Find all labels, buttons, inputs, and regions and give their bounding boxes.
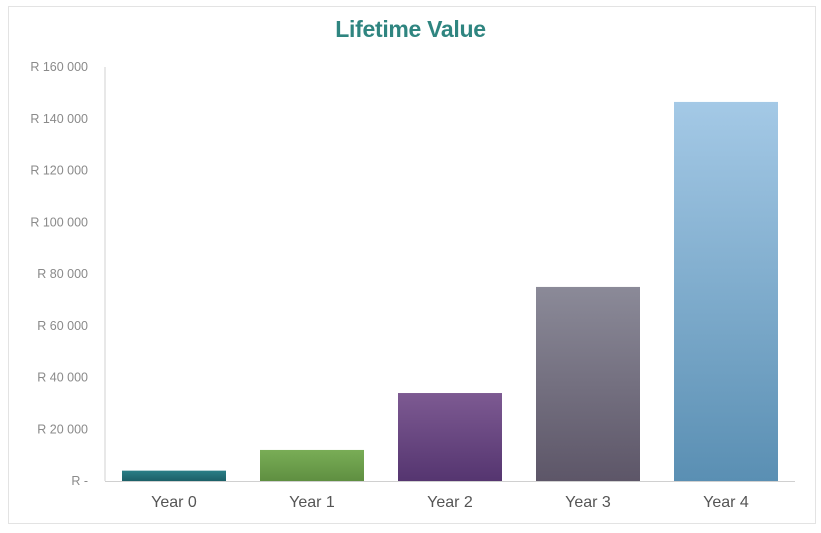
- x-tick-label: Year 0: [151, 494, 197, 511]
- bar-year-4: [674, 101, 778, 482]
- x-axis: Year 0 Year 1 Year 2 Year 3 Year 4: [105, 481, 795, 511]
- y-tick-label: R 120 000: [30, 164, 88, 178]
- bar-year-2: [398, 393, 502, 481]
- y-tick-label: R 80 000: [37, 267, 88, 281]
- y-tick-label: R 100 000: [30, 215, 88, 229]
- y-tick-label: R 160 000: [30, 60, 88, 74]
- x-tick-label: Year 2: [427, 494, 473, 511]
- y-tick-label: R 40 000: [37, 371, 88, 385]
- bar-year-1: [260, 449, 364, 481]
- y-tick-label: R -: [71, 474, 88, 488]
- y-axis: R - R 20 000 R 40 000 R 60 000 R 80 000 R 100…: [30, 60, 106, 488]
- y-tick-label: R 20 000: [37, 422, 88, 436]
- y-tick-label: R 60 000: [37, 319, 88, 333]
- chart-title: Lifetime Value: [335, 16, 486, 42]
- x-tick-label: Year 1: [289, 494, 335, 511]
- x-tick-label: Year 3: [565, 494, 611, 511]
- bar-year-3: [536, 286, 640, 481]
- x-tick-label: Year 4: [703, 494, 749, 511]
- bars: [122, 101, 778, 482]
- y-tick-label: R 140 000: [30, 112, 88, 126]
- bar-year-0: [122, 470, 226, 481]
